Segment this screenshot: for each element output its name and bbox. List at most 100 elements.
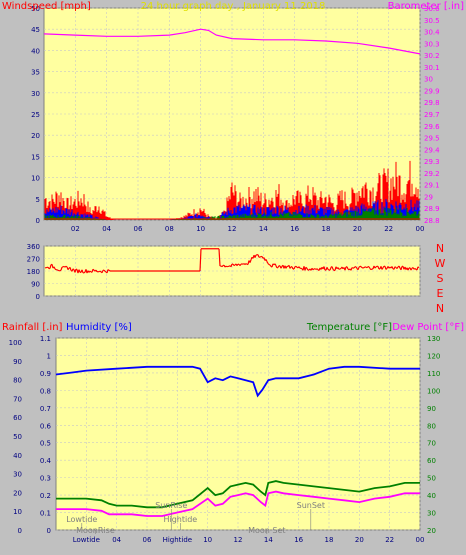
dewpoint-axis-label: Dew Point [°F] bbox=[392, 322, 464, 333]
humidity-y-tick: 0.2 bbox=[40, 492, 51, 500]
direction-y-tick: 0 bbox=[36, 293, 40, 301]
barometer-y-tick: 29.7 bbox=[424, 111, 440, 119]
wind-x-tick: 22 bbox=[384, 225, 393, 233]
barometer-y-tick: 30.3 bbox=[424, 40, 440, 48]
wind-x-tick: 06 bbox=[134, 225, 143, 233]
direction-segment bbox=[232, 263, 235, 266]
direction-segment bbox=[233, 264, 236, 267]
temperature-y-tick: 50 bbox=[427, 475, 436, 483]
direction-segment bbox=[398, 265, 401, 269]
barometer-y-tick: 30.1 bbox=[424, 64, 440, 72]
wind-y-tick: 5 bbox=[36, 196, 40, 204]
direction-segment bbox=[368, 266, 371, 269]
direction-segment bbox=[316, 268, 319, 271]
direction-segment bbox=[49, 264, 52, 269]
barometer-y-tick: 28.8 bbox=[424, 217, 440, 225]
direction-segment bbox=[269, 264, 272, 267]
climate-x-tick: Hightide bbox=[163, 536, 193, 544]
direction-segment bbox=[314, 268, 317, 270]
temperature-y-tick: 110 bbox=[427, 370, 440, 378]
direction-segment bbox=[89, 270, 92, 273]
barometer-y-tick: 29.4 bbox=[424, 146, 440, 154]
direction-segment bbox=[291, 266, 294, 270]
direction-segment bbox=[347, 268, 350, 271]
wind-direction-series bbox=[44, 248, 420, 274]
barometer-axis-label: Barometer [.in] bbox=[388, 1, 464, 12]
barometer-y-tick: 30.6 bbox=[424, 5, 440, 13]
direction-segment bbox=[410, 267, 413, 271]
rainfall-y-tick: 60 bbox=[13, 414, 22, 422]
direction-segment bbox=[407, 267, 410, 271]
direction-segment bbox=[257, 254, 260, 258]
direction-segment bbox=[346, 266, 349, 270]
direction-segment bbox=[289, 266, 292, 269]
wind-x-tick: 16 bbox=[290, 225, 299, 233]
direction-segment bbox=[54, 268, 57, 271]
climate-x-tick: 14 bbox=[264, 536, 273, 544]
barometer-y-tick: 29.9 bbox=[424, 87, 440, 95]
direction-segment bbox=[64, 265, 67, 268]
direction-segment bbox=[337, 267, 340, 270]
direction-segment bbox=[417, 266, 420, 269]
direction-y-tick: 180 bbox=[27, 268, 40, 276]
wind-x-tick: 10 bbox=[196, 225, 205, 233]
temperature-y-tick: 120 bbox=[427, 352, 440, 360]
direction-segment bbox=[294, 265, 297, 268]
direction-segment bbox=[83, 271, 86, 274]
compass-label: S bbox=[437, 272, 444, 285]
direction-segment bbox=[329, 267, 332, 271]
climate-x-tick: 04 bbox=[112, 536, 121, 544]
direction-segment bbox=[394, 266, 397, 269]
climate-x-tick: 18 bbox=[325, 536, 334, 544]
direction-segment bbox=[267, 263, 270, 266]
barometer-y-tick: 30.4 bbox=[424, 29, 440, 37]
rainfall-y-tick: 90 bbox=[13, 358, 22, 366]
direction-segment bbox=[95, 269, 98, 273]
direction-segment bbox=[265, 259, 268, 262]
direction-segment bbox=[249, 259, 252, 263]
event-label: SunSet bbox=[297, 501, 325, 510]
climate-x-tick: 16 bbox=[294, 536, 303, 544]
direction-segment bbox=[353, 266, 356, 269]
direction-segment bbox=[60, 266, 63, 271]
direction-segment bbox=[363, 266, 366, 269]
rainfall-y-tick: 50 bbox=[13, 433, 22, 441]
compass-label: E bbox=[437, 287, 444, 300]
climate-x-tick: 06 bbox=[143, 536, 152, 544]
wind-x-tick: 04 bbox=[102, 225, 111, 233]
barometer-y-tick: 29.8 bbox=[424, 99, 440, 107]
humidity-line bbox=[55, 365, 420, 398]
direction-segment bbox=[244, 263, 247, 265]
wind-y-tick: 40 bbox=[31, 47, 40, 55]
humidity-y-tick: 0.3 bbox=[40, 475, 51, 483]
rainfall-axis-label: Rainfall [.in] bbox=[2, 322, 63, 333]
temperature-y-tick: 130 bbox=[427, 335, 440, 343]
direction-segment bbox=[306, 268, 309, 271]
humidity-y-tick: 0.5 bbox=[40, 440, 51, 448]
barometer-y-tick: 29.1 bbox=[424, 182, 440, 190]
direction-segment bbox=[274, 263, 277, 266]
event-label: Moon Set bbox=[248, 526, 285, 535]
climate-x-tick: Lowtide bbox=[73, 536, 100, 544]
direction-segment bbox=[53, 266, 56, 270]
climate-x-tick: 12 bbox=[234, 536, 243, 544]
direction-segment bbox=[108, 269, 111, 272]
direction-segment bbox=[218, 248, 221, 267]
wind-y-tick: 15 bbox=[31, 153, 40, 161]
humidity-y-tick: 1 bbox=[47, 352, 51, 360]
rainfall-y-tick: 20 bbox=[13, 489, 22, 497]
barometer-y-tick: 29.3 bbox=[424, 158, 440, 166]
wind-x-tick: 12 bbox=[228, 225, 237, 233]
direction-segment bbox=[355, 266, 358, 269]
direction-segment bbox=[332, 268, 335, 271]
compass-label: N bbox=[436, 242, 444, 255]
direction-segment bbox=[326, 267, 329, 270]
direction-segment bbox=[374, 266, 377, 269]
wind-x-tick: 02 bbox=[71, 225, 80, 233]
direction-segment bbox=[298, 266, 301, 269]
temperature-axis-label: Temperature [°F] bbox=[306, 322, 392, 333]
humidity-y-tick: 0 bbox=[47, 527, 51, 535]
rainfall-y-tick: 30 bbox=[13, 471, 22, 479]
temperature-line bbox=[56, 480, 420, 509]
